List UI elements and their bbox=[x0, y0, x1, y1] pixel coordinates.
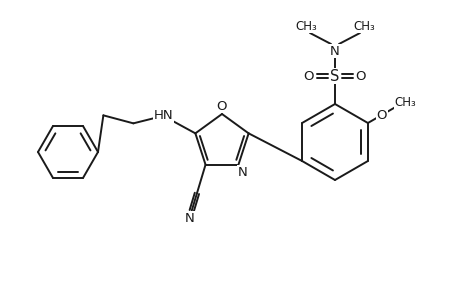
Text: CH₃: CH₃ bbox=[295, 20, 316, 32]
Text: O: O bbox=[216, 100, 227, 112]
Text: HN: HN bbox=[153, 109, 173, 122]
Text: N: N bbox=[184, 212, 194, 225]
Text: S: S bbox=[330, 68, 339, 83]
Text: O: O bbox=[303, 70, 313, 83]
Text: CH₃: CH₃ bbox=[353, 20, 374, 32]
Text: N: N bbox=[237, 166, 247, 179]
Text: CH₃: CH₃ bbox=[394, 95, 415, 109]
Text: O: O bbox=[355, 70, 365, 83]
Text: O: O bbox=[376, 109, 386, 122]
Text: N: N bbox=[330, 44, 339, 58]
